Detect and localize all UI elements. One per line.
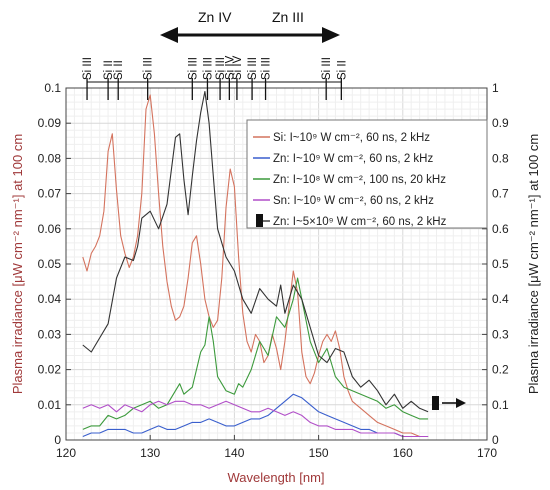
legend-label: Sn: I~10⁹ W cm⁻², 60 ns, 2 kHz — [273, 195, 434, 207]
region-indicator: Zn IV Zn III — [160, 9, 340, 43]
line-label: Si III — [143, 57, 155, 80]
series-line-zn1e8 — [82, 277, 429, 430]
region-arrowhead-left — [160, 27, 178, 43]
y-tick-label-right: 0.3 — [492, 327, 509, 341]
x-tick-label: 170 — [477, 446, 497, 460]
line-label: Si III — [202, 57, 214, 80]
y-tick-label-right: 0.6 — [492, 222, 509, 236]
y-tick-label-left: 0.08 — [38, 151, 62, 165]
line-label: Si III — [215, 57, 227, 80]
line-label: Si III — [187, 57, 199, 80]
legend-entry-zn5e9: Zn: I~5×10⁹ W cm⁻², 60 ns, 2 kHz — [256, 214, 447, 228]
y-tick-label-left: 0.06 — [38, 222, 62, 236]
series-line-zn1e9 — [82, 393, 429, 438]
line-label: Si II — [103, 60, 115, 80]
y-tick-label-right: 0.4 — [492, 292, 509, 306]
line-label: Si III — [261, 57, 273, 80]
x-axis-title: Wavelength [nm] — [227, 470, 324, 485]
legend-swatch-marker — [256, 214, 263, 227]
series-line-sn — [82, 400, 429, 438]
legend-label: Zn: I~10⁸ W cm⁻², 100 ns, 20 kHz — [273, 174, 446, 186]
y-tick-label-left: 0.01 — [38, 398, 62, 412]
legend-entry-zn1e9: Zn: I~10⁹ W cm⁻², 60 ns, 2 kHz — [253, 153, 433, 165]
region-arrowhead-right — [322, 27, 340, 43]
y-tick-label-left: 0.07 — [38, 187, 62, 201]
line-label: Si III — [247, 57, 259, 80]
legend-box — [246, 119, 488, 229]
series-line-zn5e9 — [82, 90, 429, 413]
line-label: Si IV — [224, 55, 236, 80]
y-tick-label-right: 0.8 — [492, 151, 509, 165]
line-label: Si II — [113, 60, 125, 80]
legend: Si: I~10⁹ W cm⁻², 60 ns, 2 kHz Zn: I~10⁹ … — [246, 119, 488, 229]
y-tick-label-left: 0.09 — [38, 116, 62, 130]
line-label: Si III — [321, 57, 333, 80]
x-tick-label: 140 — [224, 446, 244, 460]
x-tick-label: 120 — [56, 446, 76, 460]
y-tick-label-right: 0.1 — [492, 398, 509, 412]
legend-entry-sn: Sn: I~10⁹ W cm⁻², 60 ns, 2 kHz — [253, 195, 434, 207]
y-tick-label-left: 0.02 — [38, 363, 62, 377]
legend-label: Si: I~10⁹ W cm⁻², 60 ns, 2 kHz — [273, 132, 430, 144]
y-axis-right: 0 0.1 0.2 0.3 0.4 0.5 0.6 0.7 0.8 0.9 1 — [482, 81, 509, 447]
line-label: Si II — [336, 60, 348, 80]
y-tick-label-left: 0.1 — [44, 81, 61, 95]
legend-entry-si: Si: I~10⁹ W cm⁻², 60 ns, 2 kHz — [253, 132, 430, 144]
y-tick-label-right: 0 — [492, 433, 499, 447]
region-label-zn-iii: Zn III — [272, 9, 304, 25]
y-tick-label-right: 0.2 — [492, 363, 509, 377]
y-tick-label-right: 0.5 — [492, 257, 509, 271]
y-tick-label-left: 0.04 — [38, 292, 62, 306]
y-axis-left: 0 0.01 0.02 0.03 0.04 0.05 0.06 0.07 0.08 0.09 0.1 — [38, 81, 71, 447]
series-line-si — [82, 94, 429, 438]
right-axis-pointer — [432, 396, 466, 410]
right-axis-arrowhead — [456, 398, 466, 408]
y-tick-label-right: 1 — [492, 81, 499, 95]
legend-entry-zn1e8: Zn: I~10⁸ W cm⁻², 100 ns, 20 kHz — [253, 174, 446, 186]
x-tick-label: 130 — [140, 446, 160, 460]
y-tick-label-left: 0 — [54, 433, 61, 447]
line-label: Si IV — [232, 55, 244, 80]
x-tick-label: 160 — [393, 446, 413, 460]
y-axis-title-left: Plasma irradiance [μW cm⁻² nm⁻¹] at 100 … — [10, 134, 25, 394]
y-tick-label-left: 0.03 — [38, 327, 62, 341]
y-axis-title-right: Plasma irradiance [μW cm⁻² nm⁻¹] at 100 … — [526, 134, 541, 394]
y-tick-label-left: 0.05 — [38, 257, 62, 271]
x-tick-label: 150 — [309, 446, 329, 460]
y-tick-label-right: 0.9 — [492, 116, 509, 130]
region-label-zn-iv: Zn IV — [198, 9, 232, 25]
legend-label: Zn: I~10⁹ W cm⁻², 60 ns, 2 kHz — [273, 153, 433, 165]
series-layer — [82, 90, 429, 438]
x-axis: 120 130 140 150 160 170 — [56, 435, 497, 460]
line-label: Si III — [82, 57, 94, 80]
y-tick-label-right: 0.7 — [492, 187, 509, 201]
legend-label: Zn: I~5×10⁹ W cm⁻², 60 ns, 2 kHz — [273, 216, 447, 228]
series-end-marker — [432, 396, 439, 410]
